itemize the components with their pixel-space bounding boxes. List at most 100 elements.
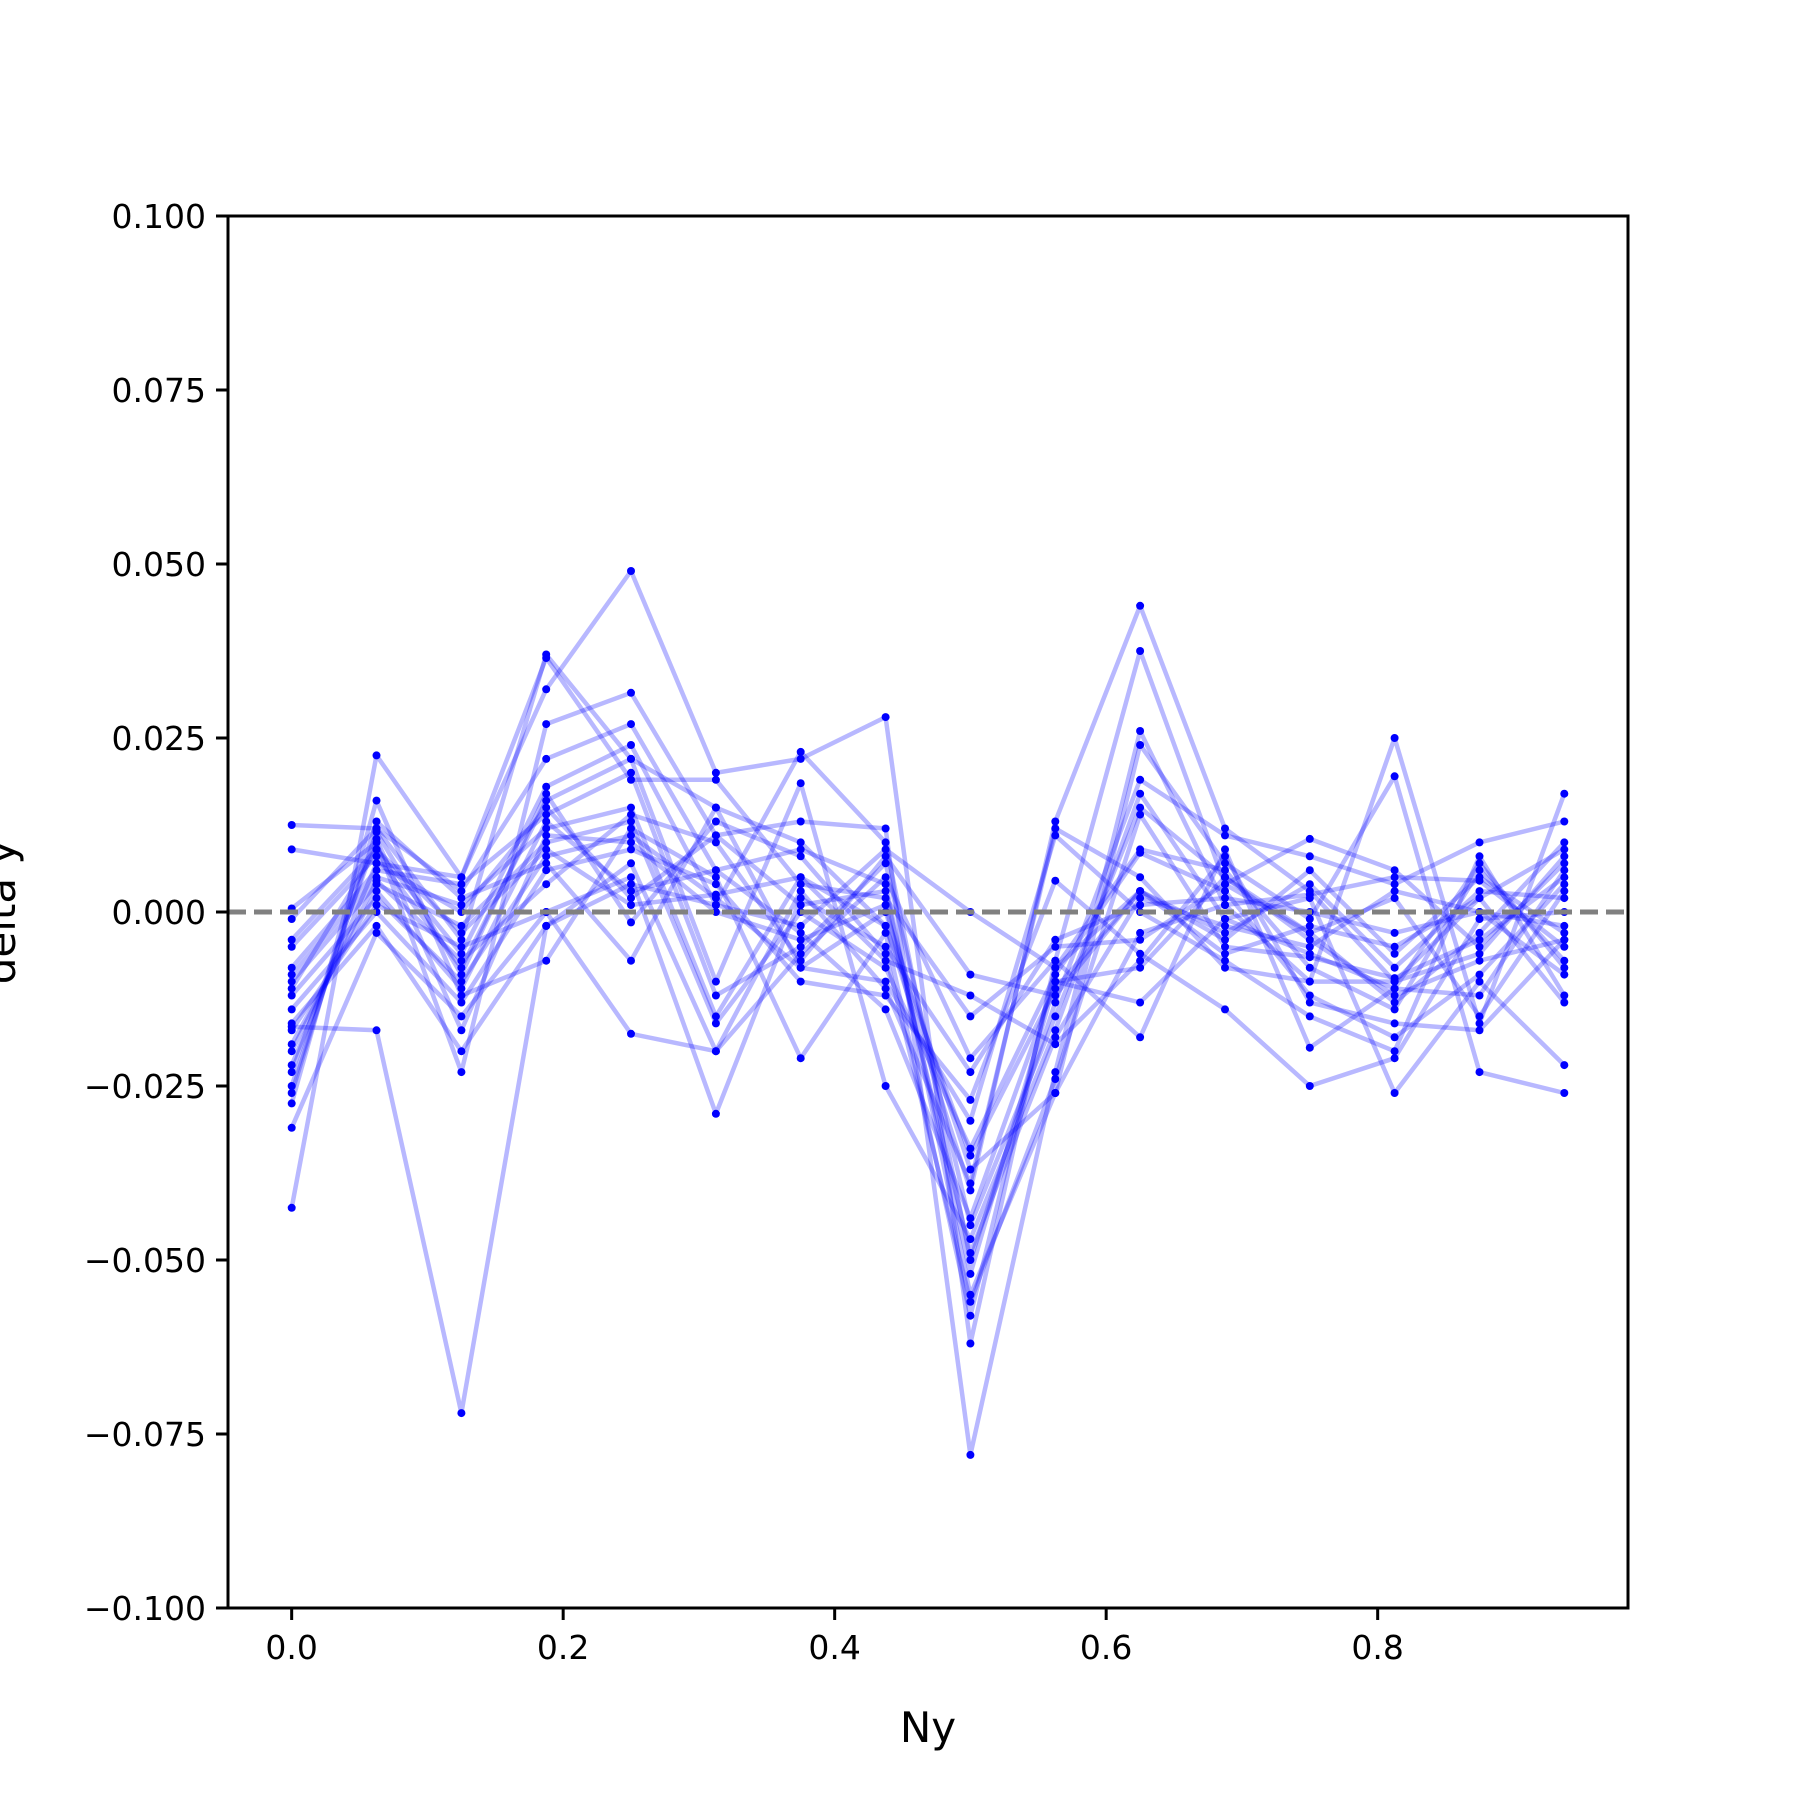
data-point — [966, 1012, 975, 1021]
data-point — [1390, 772, 1399, 781]
data-point — [542, 720, 551, 729]
data-point — [457, 901, 466, 909]
data-point — [1475, 838, 1484, 847]
data-point — [1390, 1054, 1399, 1063]
data-point — [372, 866, 381, 875]
data-point — [1560, 873, 1569, 882]
data-point — [1390, 880, 1399, 889]
data-point — [1136, 727, 1145, 735]
data-point — [796, 935, 805, 944]
y-tick-label: 0.025 — [112, 719, 206, 758]
data-point — [1136, 901, 1145, 909]
data-point — [1560, 963, 1569, 972]
series-line-9 — [290, 819, 1566, 1151]
data-point — [1051, 977, 1060, 986]
data-point — [711, 803, 720, 812]
data-point — [966, 1144, 975, 1153]
data-point — [1221, 942, 1229, 951]
data-point — [881, 942, 890, 951]
data-point — [542, 831, 551, 840]
data-point — [1051, 1075, 1060, 1083]
data-point — [457, 984, 466, 993]
x-axis: 0.0 0.2 0.4 0.6 0.8 — [265, 1608, 1404, 1667]
data-point — [542, 880, 551, 889]
data-point — [711, 768, 720, 777]
data-point — [627, 803, 635, 812]
x-tick-label: 0.8 — [1351, 1628, 1403, 1667]
data-point — [1051, 970, 1060, 979]
x-tick-label: 0.0 — [265, 1628, 317, 1667]
data-point — [1390, 734, 1399, 742]
data-point — [287, 1047, 296, 1056]
data-point — [457, 894, 466, 903]
data-point — [1390, 984, 1399, 993]
data-point — [1136, 949, 1145, 958]
data-point — [287, 991, 296, 1000]
data-point — [1560, 866, 1569, 875]
data-point — [1560, 845, 1569, 854]
data-point — [1390, 942, 1399, 951]
data-point — [1136, 998, 1145, 1007]
data-point — [1560, 991, 1569, 1000]
data-point — [966, 970, 975, 979]
data-point — [1305, 963, 1314, 972]
data-point — [1051, 817, 1060, 826]
data-point — [881, 921, 890, 930]
series-line-2 — [291, 568, 1566, 1346]
data-point — [1390, 1089, 1399, 1097]
series-line-17 — [289, 791, 1566, 1305]
data-point — [287, 984, 296, 993]
data-point — [627, 845, 635, 854]
data-point — [542, 859, 551, 868]
data-point — [542, 852, 551, 861]
data-point — [1221, 949, 1229, 958]
data-point — [1305, 935, 1314, 944]
data-point — [1305, 953, 1314, 962]
data-point — [881, 852, 890, 861]
data-point — [1560, 928, 1569, 937]
series-line-5 — [290, 742, 1565, 1263]
data-point — [287, 1099, 296, 1108]
data-point — [1221, 887, 1229, 896]
data-point — [1560, 789, 1569, 798]
data-point — [1136, 775, 1145, 784]
data-point — [372, 796, 381, 805]
series-line-3 — [290, 690, 1567, 1458]
data-point — [966, 1256, 975, 1264]
data-point — [1051, 935, 1060, 944]
data-point — [1136, 928, 1145, 937]
data-point — [966, 1249, 975, 1257]
data-point — [1475, 894, 1484, 903]
data-point — [1475, 1026, 1484, 1035]
y-axis-label: delta y — [0, 840, 25, 985]
series-line-20 — [289, 826, 1566, 1186]
data-point — [1560, 956, 1569, 965]
data-point — [966, 1339, 975, 1348]
data-point — [711, 991, 720, 1000]
data-point — [1305, 991, 1314, 1000]
data-point — [287, 942, 296, 951]
data-point — [627, 880, 635, 889]
data-point — [1136, 647, 1145, 655]
data-point — [881, 956, 890, 965]
data-point — [796, 880, 805, 889]
data-point — [881, 928, 890, 937]
data-point — [1475, 949, 1484, 958]
data-point — [881, 1005, 890, 1014]
y-tick-label: 0.050 — [112, 545, 206, 584]
x-axis-label: Ny — [900, 1703, 956, 1752]
data-point — [457, 977, 466, 986]
data-point — [1136, 845, 1145, 854]
data-point — [796, 852, 805, 861]
series-line-22 — [291, 847, 1567, 1416]
data-point — [1136, 963, 1145, 972]
data-point — [627, 956, 635, 965]
data-point — [796, 887, 805, 896]
data-point — [457, 921, 466, 930]
data-point — [1390, 963, 1399, 972]
data-point — [881, 1082, 890, 1090]
y-axis: −0.100 −0.075 −0.050 −0.025 0.000 0.025 0.050 0… — [84, 197, 228, 1628]
series-line-16 — [289, 833, 1566, 1256]
data-point — [1475, 942, 1484, 951]
data-point — [1136, 803, 1145, 812]
